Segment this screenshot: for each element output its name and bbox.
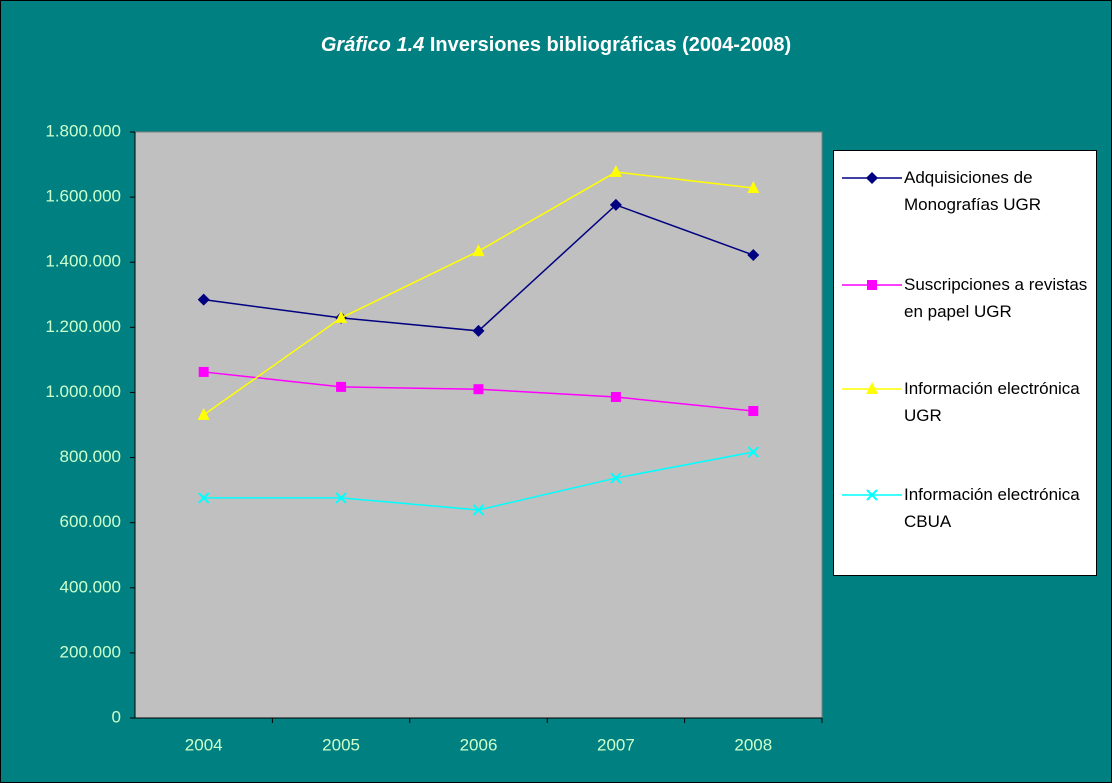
marker <box>747 249 760 262</box>
legend-label: Adquisiciones de Monografías UGR <box>904 168 1041 214</box>
marker <box>473 384 484 395</box>
legend: Adquisiciones de Monografías UGR Suscripc… <box>833 150 1097 576</box>
marker <box>610 392 621 403</box>
legend-swatch <box>842 280 902 290</box>
marker <box>747 446 760 458</box>
y-tick-label: 1.600.000 <box>45 187 121 206</box>
y-tick-label: 1.400.000 <box>45 252 121 271</box>
marker <box>867 280 877 290</box>
x-tick-label: 2007 <box>597 735 635 754</box>
chart-title: Gráfico 1.4 Inversiones bibliográficas (… <box>321 34 791 56</box>
marker <box>472 324 485 337</box>
marker <box>197 492 210 504</box>
y-tick-label: 0 <box>112 707 121 726</box>
y-tick-label: 1.000.000 <box>45 382 121 401</box>
legend-swatch <box>842 382 902 394</box>
marker <box>609 165 622 178</box>
marker <box>335 492 347 504</box>
legend-label: Información electrónica UGR <box>904 379 1080 425</box>
marker <box>472 504 485 516</box>
legend-swatch <box>842 172 902 184</box>
marker <box>198 366 209 377</box>
marker <box>336 381 347 392</box>
marker <box>866 489 878 501</box>
legend-entry: Adquisiciones de Monografías UGR <box>834 164 1096 218</box>
legend-swatch <box>842 489 902 501</box>
y-tick-label: 600.000 <box>60 512 121 531</box>
marker <box>335 310 348 323</box>
x-tick-label: 2006 <box>460 735 498 754</box>
x-tick-label: 2008 <box>734 735 772 754</box>
marker <box>866 382 878 394</box>
marker <box>197 293 210 306</box>
marker <box>609 198 622 211</box>
marker <box>610 472 622 484</box>
marker <box>197 407 210 420</box>
legend-entry: Información electrónica UGR <box>834 375 1096 429</box>
x-tick-label: 2005 <box>322 735 360 754</box>
marker <box>747 180 760 193</box>
y-tick-label: 800.000 <box>60 447 121 466</box>
legend-label: Suscripciones a revistas en papel UGR <box>904 275 1088 321</box>
plot-area <box>134 131 823 719</box>
y-tick-label: 1.200.000 <box>45 317 121 336</box>
legend-entry: Suscripciones a revistas en papel UGR <box>834 271 1096 325</box>
legend-entry: Información electrónica CBUA <box>834 481 1096 535</box>
marker <box>472 244 485 257</box>
marker <box>748 406 759 417</box>
y-tick-label: 400.000 <box>60 577 121 596</box>
y-tick-label: 200.000 <box>60 642 121 661</box>
legend-label: Información electrónica CBUA <box>904 485 1080 531</box>
marker <box>866 172 878 184</box>
x-tick-label: 2004 <box>185 735 223 754</box>
y-tick-label: 1.800.000 <box>45 121 121 140</box>
